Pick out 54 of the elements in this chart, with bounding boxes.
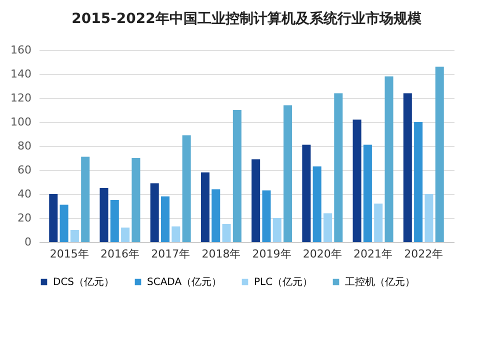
legend-label: 工控机（亿元）: [345, 276, 415, 288]
bar: [334, 93, 343, 242]
bar: [384, 76, 394, 242]
bar: [252, 159, 260, 242]
y-tick-label: 140: [10, 68, 32, 80]
bar: [49, 194, 58, 242]
bar: [70, 230, 79, 242]
legend-label: PLC（亿元）: [254, 277, 313, 288]
y-tick-label: 40: [18, 188, 32, 200]
bar: [121, 228, 130, 242]
bar: [172, 226, 180, 242]
bar: [262, 190, 271, 242]
bar: [232, 110, 242, 242]
x-tick-label: 2017年: [151, 248, 190, 260]
bar: [132, 158, 140, 242]
legend-label: SCADA（亿元）: [147, 277, 222, 288]
bar: [160, 196, 170, 242]
bar: [272, 218, 282, 242]
bar: [352, 120, 362, 242]
bar: [374, 204, 383, 242]
x-tick-label: 2020年: [302, 248, 342, 260]
y-tick-label: 100: [10, 116, 32, 128]
legend-label: DCS（亿元）: [53, 277, 114, 288]
bar: [100, 188, 108, 242]
bar: [323, 213, 332, 242]
bar: [182, 135, 191, 242]
bar: [81, 156, 90, 242]
bar: [363, 144, 372, 242]
bar: [435, 66, 444, 242]
bar: [222, 224, 231, 242]
y-tick-label: 0: [24, 236, 32, 248]
bar: [284, 105, 292, 242]
x-tick-label: 2015年: [50, 248, 89, 260]
y-tick-label: 80: [18, 140, 32, 152]
bar: [424, 194, 434, 242]
bar: [312, 166, 322, 242]
y-tick-label: 120: [10, 92, 32, 104]
bar: [200, 172, 210, 242]
x-tick-label: 2022年: [404, 248, 444, 260]
y-tick-label: 20: [18, 212, 32, 224]
y-tick-label: 60: [18, 164, 32, 176]
y-tick-label: 160: [10, 44, 32, 56]
bar: [60, 204, 68, 242]
x-tick-label: 2018年: [202, 248, 241, 260]
bar: [110, 200, 119, 242]
bar: [414, 122, 423, 242]
x-tick-label: 2021年: [354, 248, 393, 260]
bar: [403, 93, 412, 242]
bar: [302, 144, 311, 242]
x-tick-label: 2016年: [100, 248, 140, 260]
bar: [150, 183, 159, 242]
x-tick-label: 2019年: [252, 248, 292, 260]
bar: [212, 189, 220, 242]
chart-title: 2015-2022年中国工业控制计算机及系统行业市场规模: [72, 10, 422, 27]
